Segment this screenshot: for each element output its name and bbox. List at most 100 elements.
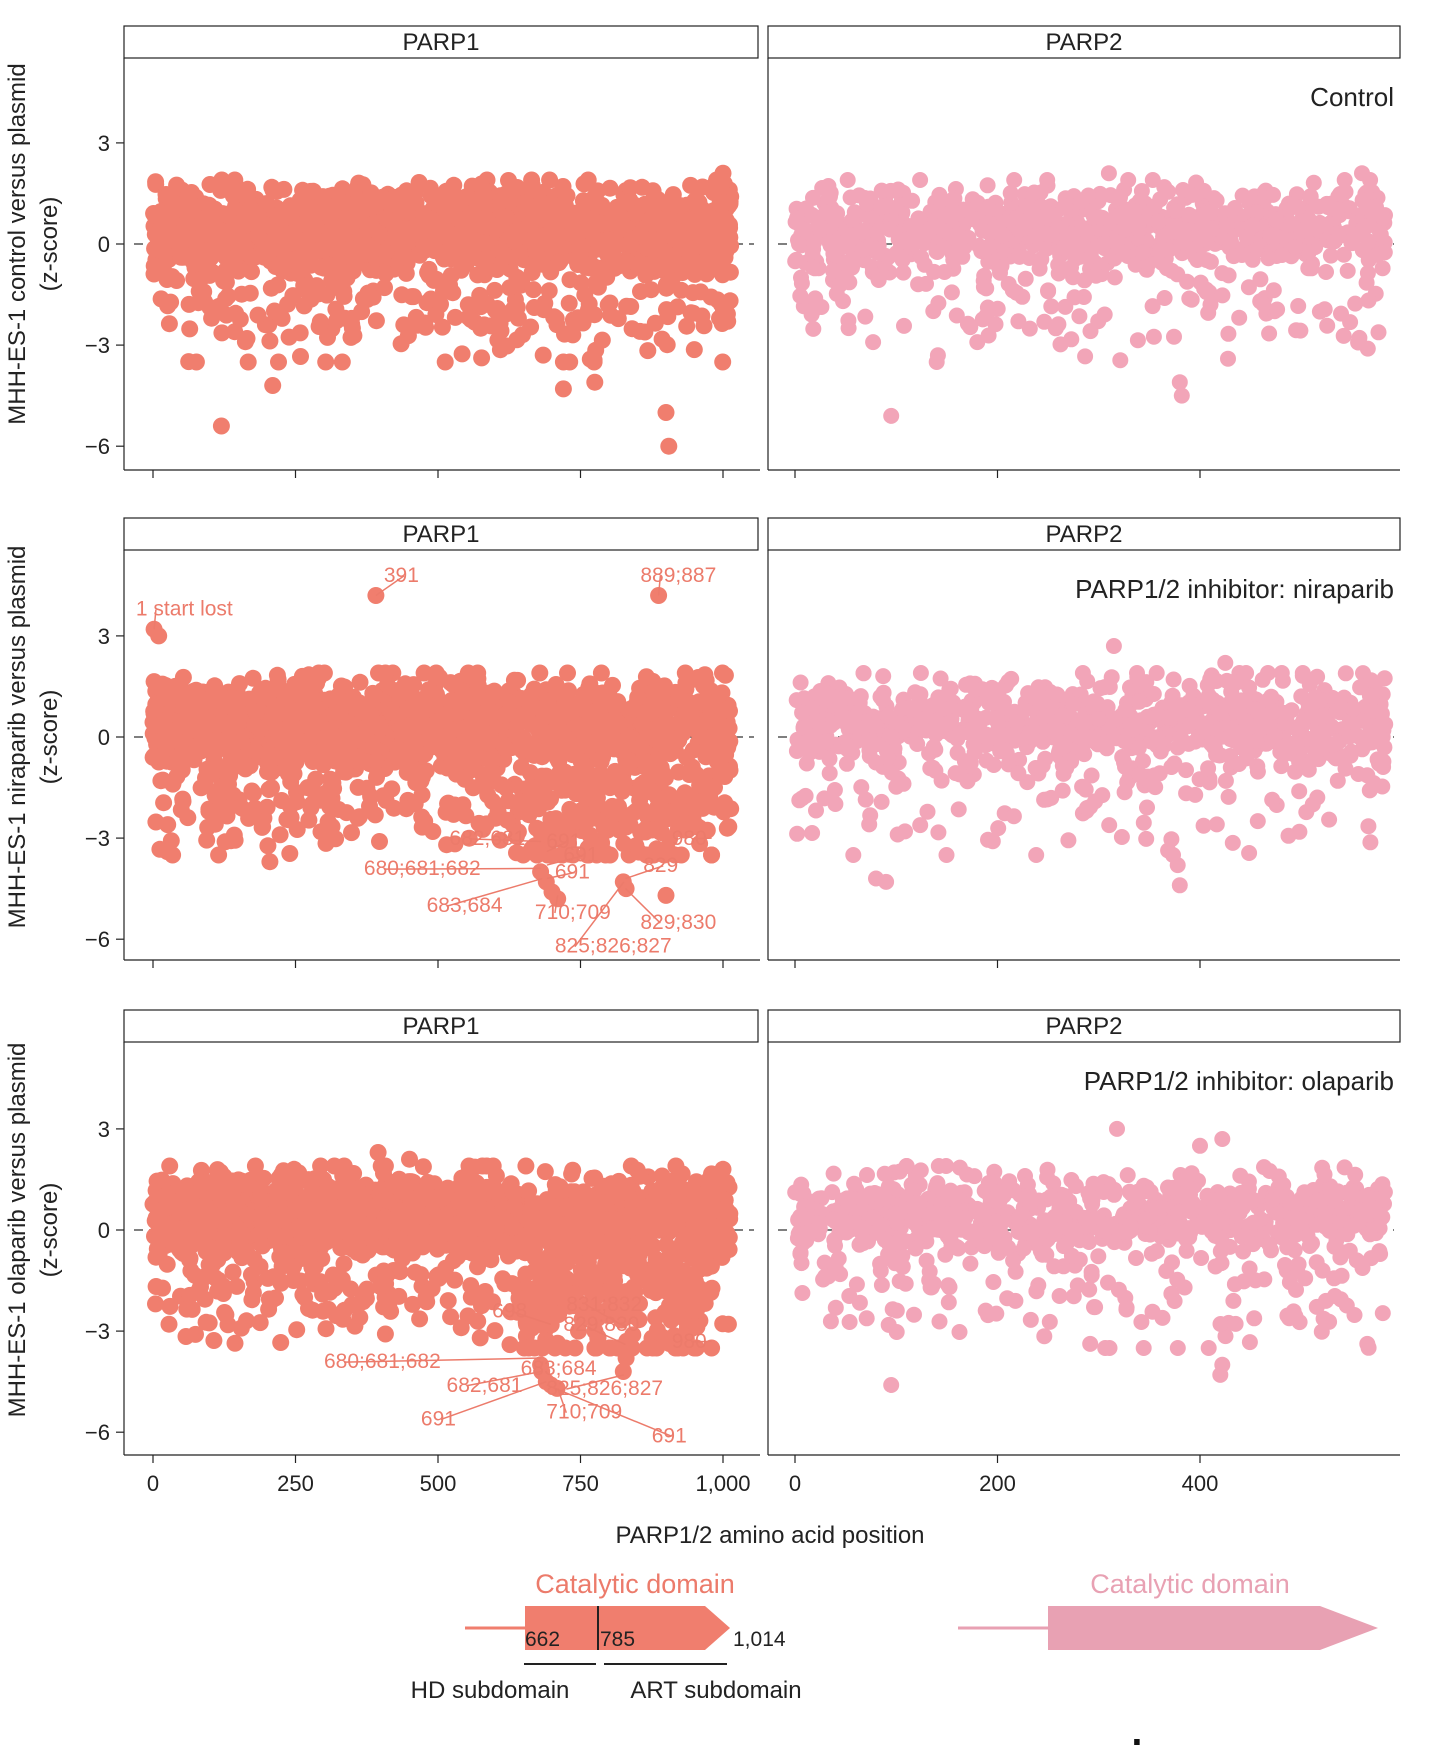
data-point [481,703,499,721]
data-point [195,737,213,755]
data-point [587,713,605,731]
data-point [1305,174,1322,191]
data-point [459,296,477,314]
data-point [1288,322,1305,339]
data-point [281,845,299,862]
data-point [203,309,221,327]
data-point [994,227,1011,244]
data-point-outlier [150,627,168,645]
data-point [187,353,205,371]
data-point [1322,247,1339,264]
data-point [873,199,890,216]
data-point [206,786,224,804]
data-point [697,671,715,689]
data-point [213,324,231,342]
data-point [145,747,163,765]
data-point [303,709,320,727]
data-point [943,284,960,301]
data-point [975,279,992,295]
data-point [792,287,809,304]
data-point [1347,295,1364,312]
data-point [1331,228,1347,245]
data-point [593,331,611,349]
data-point [1262,227,1279,244]
data-point [1166,328,1182,345]
data-point-outlier [1171,374,1188,391]
data-point [910,276,927,293]
data-point [443,721,461,739]
data-point [291,191,309,209]
data-point [409,316,427,334]
data-point [712,295,730,313]
data-point [337,268,355,286]
data-point-outlier [158,843,176,861]
data-point [322,690,339,708]
data-point [421,696,439,714]
data-point [1043,226,1060,243]
data-point [245,784,262,802]
points-parp1 [145,164,740,455]
data-point [464,709,482,727]
data-point [722,800,740,818]
data-point [283,234,301,252]
data-point [687,766,705,783]
data-point [839,172,856,188]
data-point [343,824,360,842]
data-point [670,763,687,781]
data-point [1339,262,1356,279]
data-point [1057,198,1074,215]
data-point [896,317,912,334]
data-point [938,847,955,863]
data-point [1071,308,1088,325]
data-point [486,281,504,299]
data-point [378,210,396,228]
data-point [288,793,306,811]
data-point [376,279,393,297]
data-point [420,266,438,284]
data-point [521,232,539,249]
data-point [1106,269,1123,286]
data-point [1260,250,1277,267]
data-point [407,733,425,751]
data-point [366,806,384,824]
data-point [595,816,613,834]
data-point [654,764,672,782]
data-point [1156,290,1173,306]
data-point [818,204,834,221]
annotation-label: 710;709 [535,901,611,924]
data-point [325,198,343,216]
annotation-label: 980 [672,827,707,850]
data-point [385,190,403,208]
data-point [259,755,277,773]
data-point [554,683,572,701]
data-point [637,668,655,686]
data-point [695,317,713,335]
data-point [1218,217,1235,234]
data-point [912,172,929,188]
data-point [1082,323,1099,340]
data-point [556,781,574,799]
data-point [719,701,736,719]
data-point [418,239,436,257]
annotation-label: 391 [384,564,419,587]
data-point [639,342,657,360]
data-point [1369,246,1386,263]
data-point [569,716,587,734]
data-point [844,259,860,276]
data-point [715,194,733,212]
data-point [263,779,280,797]
data-point [1274,247,1290,263]
data-point [1043,298,1060,315]
data-point [660,254,678,272]
data-point [282,808,300,826]
data-point [585,351,603,369]
data-point [534,255,552,273]
data-point [1287,239,1304,255]
data-point [474,184,492,202]
data-point [442,267,460,284]
data-point [643,210,661,228]
data-point [1063,331,1080,348]
data-point [477,234,495,252]
facet-strip [123,25,759,59]
data-point [406,795,424,813]
